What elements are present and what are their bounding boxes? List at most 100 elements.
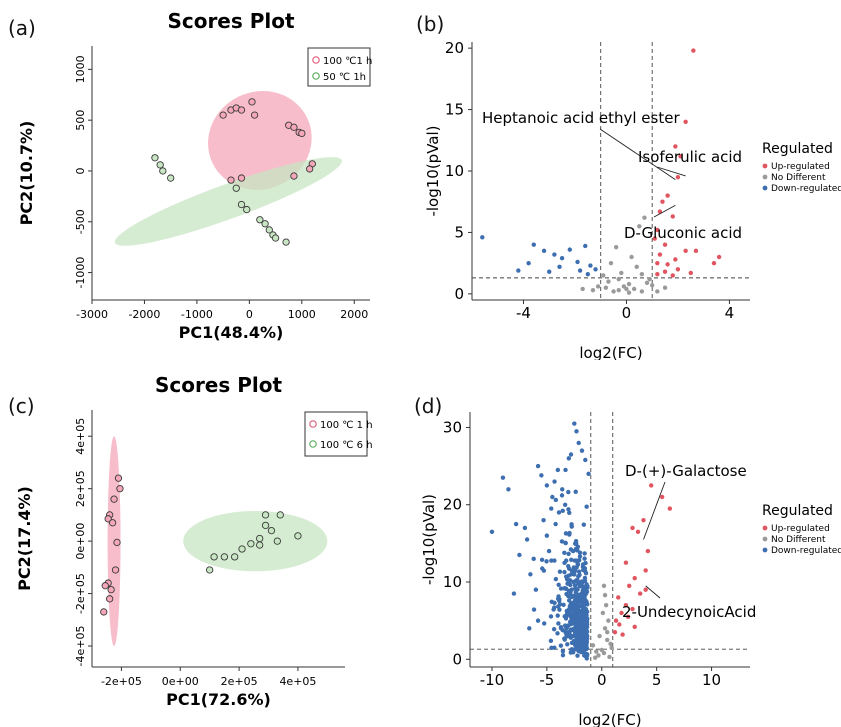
data-point (635, 529, 641, 534)
data-point (597, 633, 602, 639)
data-point (562, 637, 567, 642)
data-point (524, 537, 530, 542)
data-point (592, 655, 598, 660)
legend-title: Regulated (762, 141, 833, 157)
data-point (634, 264, 639, 270)
data-point (630, 525, 635, 531)
data-point (581, 587, 586, 592)
data-point (548, 638, 554, 644)
y-axis-label: -log10(pVal) (420, 494, 438, 585)
data-point (553, 497, 559, 503)
data-point (237, 200, 246, 209)
data-point (562, 569, 567, 575)
data-point (566, 593, 571, 599)
panel-d: (d) -10 -5 0 5 10 0 10 20 30 log2(FC) -log10(pVal)… (410, 362, 841, 727)
data-point (108, 519, 117, 527)
data-point (271, 234, 280, 242)
x-tick-label: 0 (246, 308, 253, 321)
data-point (562, 502, 568, 507)
data-point (665, 262, 670, 267)
data-point (541, 568, 547, 573)
volcano-plot-b: -4 0 4 0 5 10 15 20 log2(FC) -log10(pVal) Heptanoi… (424, 39, 841, 360)
data-point (583, 571, 589, 576)
data-point (617, 622, 622, 627)
data-point (657, 252, 663, 257)
data-point (568, 635, 574, 640)
data-point (566, 566, 572, 571)
data-point (691, 48, 696, 53)
data-point (580, 564, 586, 570)
legend-marker (762, 547, 768, 553)
data-point (579, 448, 585, 453)
data-point (601, 583, 607, 589)
data-point (567, 578, 573, 583)
data-point (572, 421, 577, 426)
data-point (602, 592, 608, 598)
x-tick-label: -2000 (128, 308, 160, 321)
data-point (570, 571, 576, 576)
data-point (261, 511, 270, 519)
data-point (630, 606, 635, 612)
data-point (623, 602, 629, 608)
data-point (555, 631, 560, 636)
data-point (641, 517, 646, 523)
legend-marker (762, 536, 768, 542)
y-axis-label: -log10(pVal) (424, 125, 442, 216)
data-point (559, 493, 565, 498)
data-point (517, 552, 522, 558)
data-point (558, 625, 564, 630)
data-point (606, 618, 611, 623)
data-point (111, 566, 120, 574)
annotation-leader (645, 585, 661, 599)
data-point (577, 550, 583, 555)
data-point (237, 174, 246, 182)
data-point (556, 621, 561, 626)
data-point (637, 224, 642, 229)
data-point (294, 532, 302, 540)
data-point (114, 474, 123, 482)
data-point (569, 557, 574, 562)
data-point (659, 494, 665, 500)
data-point (575, 259, 580, 265)
data-point (250, 111, 259, 119)
data-point (167, 174, 175, 182)
data-point (655, 227, 660, 233)
data-point (563, 624, 569, 629)
data-point (643, 568, 648, 573)
y-tick-label: 5 (454, 223, 464, 241)
y-tick-label: 2e+05 (74, 470, 87, 507)
data-point (576, 440, 581, 446)
data-point (575, 544, 581, 549)
annotation-label: 2-UndecynoicAcid (622, 603, 756, 621)
data-point (219, 111, 227, 119)
data-point (159, 167, 167, 175)
data-point (579, 633, 585, 638)
legend-label: Down-regulated (771, 546, 841, 556)
data-point (106, 595, 114, 603)
data-point (533, 587, 539, 592)
x-tick-label: 4e+05 (279, 675, 316, 688)
data-point (662, 269, 668, 274)
confidence-ellipse (183, 510, 328, 572)
data-point (110, 495, 118, 503)
data-point (588, 263, 593, 268)
annotation-leader (643, 481, 666, 540)
annotation-leader (599, 128, 676, 180)
legend-box (307, 47, 371, 87)
data-point (531, 242, 536, 247)
data-point (675, 174, 681, 180)
data-point (607, 654, 612, 660)
data-point (584, 632, 589, 638)
data-point (594, 649, 599, 654)
data-point (667, 506, 673, 511)
data-point (566, 489, 571, 495)
x-tick-label: -5 (539, 671, 554, 689)
panel-label: (c) (8, 394, 35, 418)
data-point (101, 582, 109, 590)
data-point (558, 643, 564, 648)
data-point (562, 550, 567, 555)
panel-label: (d) (414, 394, 443, 418)
data-point (290, 123, 298, 131)
data-point (637, 591, 643, 596)
data-point (575, 653, 580, 658)
